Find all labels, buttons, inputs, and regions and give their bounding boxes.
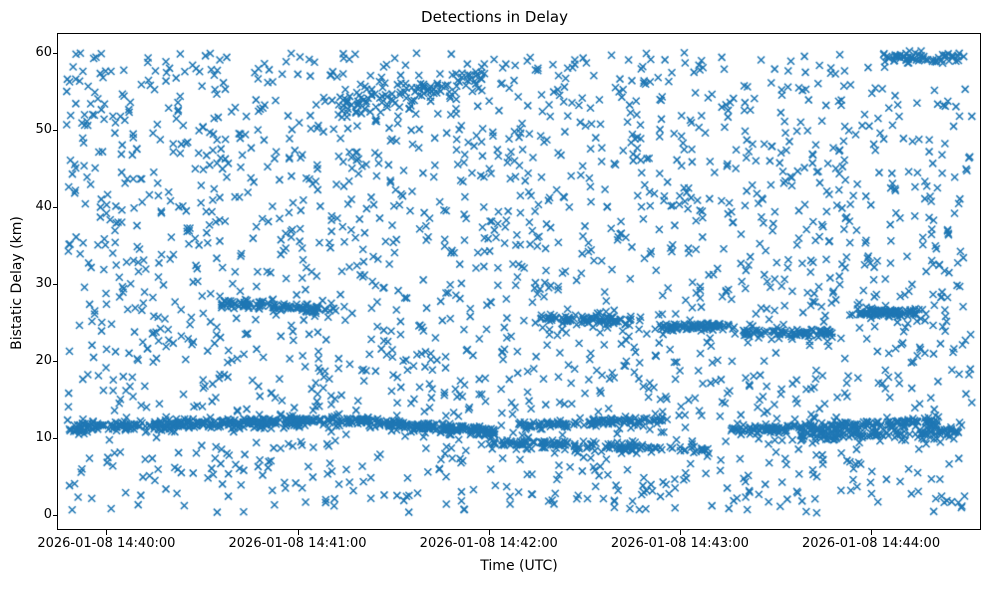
y-tick-label: 60	[35, 45, 52, 61]
y-axis-tick-labels: 0 10 20 30 40 50 60	[0, 0, 52, 590]
x-tick-mark	[488, 530, 490, 535]
y-axis-tick-marks	[52, 0, 58, 590]
x-axis-label: Time (UTC)	[480, 558, 558, 574]
y-tick-label: 20	[35, 353, 52, 369]
y-tick-mark	[52, 284, 57, 286]
x-tick-label: 2026-01-08 14:40:00	[37, 536, 176, 551]
y-tick-mark	[52, 130, 57, 132]
x-tick-mark	[679, 530, 681, 535]
x-tick-label: 2026-01-08 14:41:00	[228, 536, 367, 551]
y-tick-mark	[52, 53, 57, 55]
x-tick-mark	[297, 530, 299, 535]
plot-area	[57, 33, 981, 530]
y-tick-label: 10	[35, 430, 52, 446]
y-tick-label: 0	[43, 507, 52, 523]
page-title: Detections in Delay	[421, 8, 568, 26]
y-tick-mark	[52, 438, 57, 440]
x-tick-label: 2026-01-08 14:44:00	[802, 536, 941, 551]
x-tick-mark	[871, 530, 873, 535]
y-tick-label: 30	[35, 276, 52, 292]
y-tick-label: 50	[35, 122, 52, 138]
y-tick-mark	[52, 361, 57, 363]
scatter-plot-canvas	[58, 34, 980, 529]
y-tick-mark	[52, 207, 57, 209]
y-tick-mark	[52, 515, 57, 517]
y-axis-label: Bistatic Delay (km)	[9, 216, 25, 350]
y-tick-label: 40	[35, 199, 52, 215]
x-tick-label: 2026-01-08 14:42:00	[419, 536, 558, 551]
x-tick-mark	[106, 530, 108, 535]
x-tick-label: 2026-01-08 14:43:00	[610, 536, 749, 551]
